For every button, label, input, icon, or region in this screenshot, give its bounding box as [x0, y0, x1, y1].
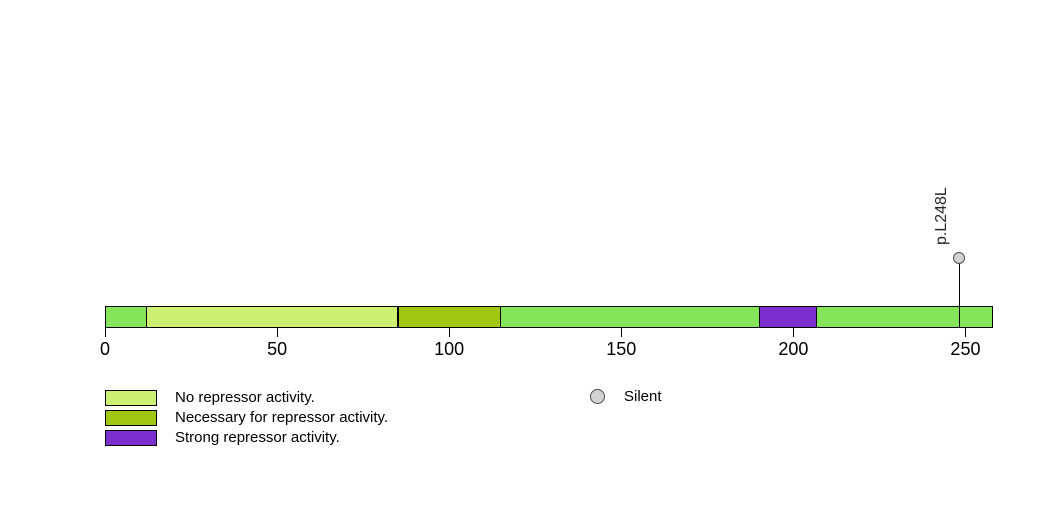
legend-domain-label: Strong repressor activity. — [175, 429, 340, 446]
legend-domain-row: No repressor activity. — [105, 389, 315, 406]
legend-swatch-icon — [105, 389, 157, 406]
legend-domain-label: Necessary for repressor activity. — [175, 409, 389, 426]
x-axis-tick — [621, 328, 622, 337]
x-axis-tick — [105, 328, 106, 337]
x-axis-tick — [793, 328, 794, 337]
domain-segment — [397, 306, 501, 328]
silent-marker-icon — [590, 389, 605, 404]
legend-mutation-row: Silent — [590, 388, 662, 405]
domain-segment — [146, 306, 398, 328]
x-axis-tick-label: 250 — [950, 339, 981, 359]
x-axis-tick-label: 100 — [434, 339, 465, 359]
legend-swatch-icon — [105, 429, 157, 446]
legend-swatch-icon — [105, 409, 157, 426]
x-axis-tick — [965, 328, 966, 337]
x-axis-tick-label: 150 — [606, 339, 637, 359]
legend-domain-row: Strong repressor activity. — [105, 429, 340, 446]
legend-mutation-label: Silent — [624, 388, 662, 405]
x-axis-tick — [449, 328, 450, 337]
x-axis-tick — [277, 328, 278, 337]
domain-segment — [758, 306, 818, 328]
x-axis-tick-label: 50 — [267, 339, 288, 359]
legend-domain-label: No repressor activity. — [175, 389, 315, 406]
x-axis-tick-label: 0 — [99, 339, 111, 359]
legend-domain-row: Necessary for repressor activity. — [105, 409, 389, 426]
mutation-stem — [959, 258, 960, 328]
x-axis-tick-label: 200 — [778, 339, 809, 359]
mutation-label: p.L248L — [933, 187, 950, 245]
mutation-marker — [953, 252, 965, 264]
